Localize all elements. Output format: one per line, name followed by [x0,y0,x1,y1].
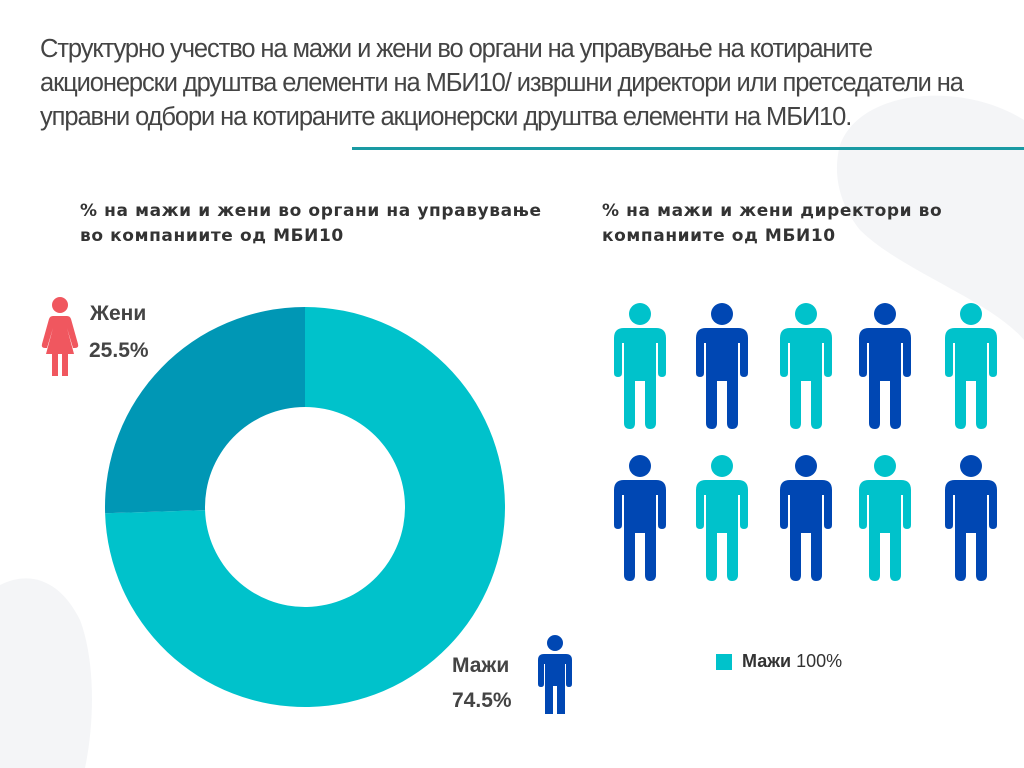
person-icon-r2-c2 [696,455,748,581]
person-icon-r1-c4 [859,303,911,429]
legend-swatch [716,653,732,670]
men-label: Мажи [452,654,510,677]
pictogram-legend: Мажи 100% [716,651,842,672]
person-icon-r1-c5 [945,303,997,429]
donut-slice-women [105,307,305,514]
person-icon-r1-c3 [780,303,832,429]
person-icon-r1-c1 [614,303,666,429]
women-label: Жени [90,302,147,325]
person-icon-r2-c5 [945,455,997,581]
female-person-icon [41,297,79,376]
page-title: Структурно учество на мажи и жени во орг… [40,35,964,131]
person-icon-r2-c4 [859,455,911,581]
pictogram-chart-title: % на мажи и жени директори во компаниите… [602,201,943,246]
person-icon-r2-c3 [780,455,832,581]
men-value: 74.5% [452,689,512,712]
donut-slice-men [105,307,505,708]
male-person-icon [538,635,572,714]
women-value: 25.5% [89,339,149,362]
person-icon-r1-c2 [696,303,748,429]
title-underline [352,147,1024,150]
donut-chart-title: % на мажи и жени во органи на управување… [80,201,542,246]
legend-value: 100% [796,651,843,671]
person-icon-r2-c1 [614,455,666,581]
legend-label: Мажи [742,651,792,671]
